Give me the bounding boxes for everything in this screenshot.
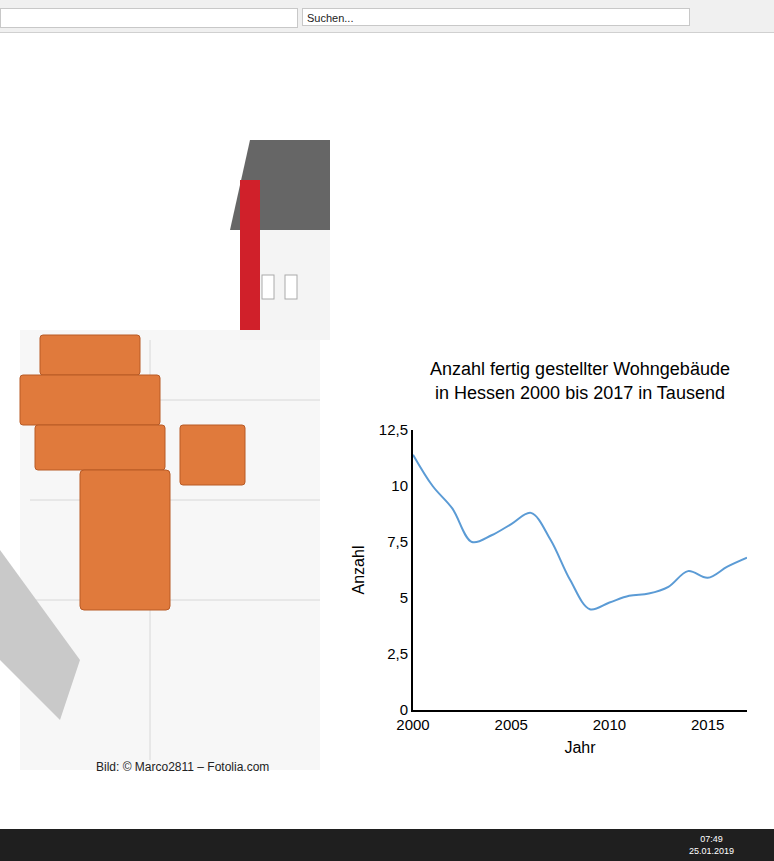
svg-text:2005: 2005 (495, 716, 528, 733)
svg-text:10: 10 (391, 477, 408, 494)
html-text:07:49: 07:49 (700, 834, 723, 844)
svg-text:Anzahl: Anzahl (350, 546, 367, 595)
svg-text:2010: 2010 (593, 716, 626, 733)
svg-text:5: 5 (400, 589, 408, 606)
svg-text:Jahr: Jahr (564, 739, 596, 756)
svg-text:2,5: 2,5 (387, 645, 408, 662)
html-text:Bild: © Marco2811 – Fotolia.co: Bild: © Marco2811 – Fotolia.com (96, 760, 270, 774)
svg-text:12,5: 12,5 (379, 421, 408, 438)
html-text:Suchen...: Suchen... (307, 12, 354, 24)
svg-text:7,5: 7,5 (387, 533, 408, 550)
svg-text:2000: 2000 (396, 716, 429, 733)
svg-text:0: 0 (400, 701, 408, 718)
svg-text:Anzahl fertig gestellter Wohng: Anzahl fertig gestellter Wohngebäudein H… (430, 359, 730, 402)
svg-text:2015: 2015 (691, 716, 724, 733)
html-text:25.01.2019: 25.01.2019 (689, 846, 734, 856)
